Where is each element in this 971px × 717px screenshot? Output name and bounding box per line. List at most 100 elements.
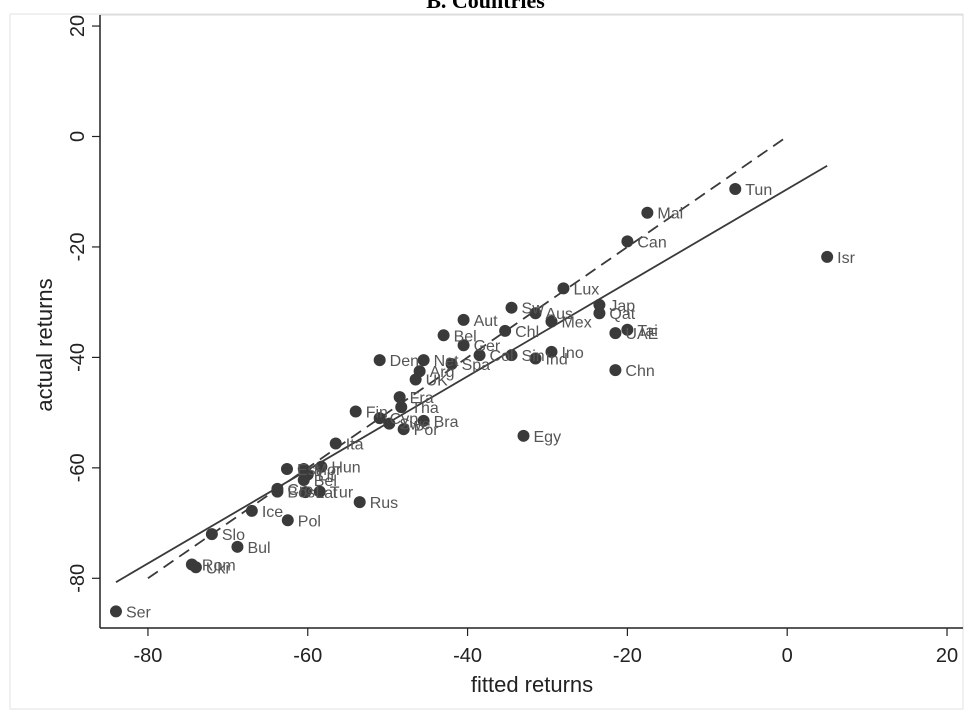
point-label: Mex — [561, 315, 591, 332]
point-label: Bel — [454, 328, 477, 345]
point-label: Ukr — [206, 560, 232, 577]
data-point — [529, 352, 542, 365]
data-point — [271, 482, 284, 495]
data-point — [609, 327, 622, 340]
data-point — [409, 373, 422, 386]
data-point — [445, 358, 458, 371]
data-point — [297, 473, 310, 486]
data-point — [373, 354, 386, 367]
point-label: Sin — [522, 348, 545, 365]
data-point — [499, 324, 512, 337]
point-label: Den — [390, 353, 419, 370]
point-label: Ger — [474, 338, 501, 355]
point-label: Rom — [202, 557, 236, 574]
data-point — [437, 329, 450, 342]
data-point — [621, 323, 634, 336]
point-label: Net — [434, 353, 459, 370]
point-label: Sw — [522, 301, 545, 318]
data-point — [373, 412, 386, 425]
data-point — [329, 437, 342, 450]
point-label: UAE — [625, 326, 658, 343]
data-point — [729, 182, 742, 195]
data-point — [189, 561, 202, 574]
point-label: Fra — [410, 390, 434, 407]
y-tick-label: 0 — [67, 131, 89, 142]
point-label: Mor — [314, 462, 342, 479]
data-point — [593, 307, 606, 320]
data-point — [457, 313, 470, 326]
fit-lines — [115, 135, 828, 583]
data-point — [395, 401, 408, 414]
point-label: Col — [490, 348, 514, 365]
data-point — [205, 528, 218, 541]
y-tick-label: 20 — [67, 15, 89, 37]
data-point — [529, 307, 542, 320]
data-point — [821, 250, 834, 263]
y-tick-label: -60 — [67, 453, 89, 482]
data-point — [593, 298, 606, 311]
data-point — [545, 315, 558, 328]
point-label: Tun — [745, 182, 772, 199]
point-label: Tai — [637, 323, 657, 340]
data-point — [315, 460, 328, 473]
point-label: Isr — [837, 250, 855, 267]
dashed-line — [147, 135, 788, 580]
data-point — [517, 429, 530, 442]
data-point — [473, 349, 486, 362]
point-label: Jap — [609, 298, 635, 315]
x-tick-label: -80 — [133, 645, 162, 667]
point-label: Cyp — [390, 411, 419, 428]
data-point — [109, 605, 122, 618]
data-point — [417, 414, 430, 427]
data-point — [505, 349, 518, 362]
data-point — [505, 301, 518, 314]
point-label: Est — [297, 462, 321, 479]
x-tick-label: -60 — [293, 645, 322, 667]
data-point — [641, 206, 654, 219]
point-label: Ino — [561, 345, 583, 362]
point-label: Tha — [411, 400, 439, 417]
x-tick-label: -20 — [613, 645, 642, 667]
plot-area — [99, 14, 964, 629]
point-label: Ser — [126, 604, 152, 621]
data-point — [557, 282, 570, 295]
data-point — [281, 514, 294, 527]
point-label: Cro — [287, 482, 313, 499]
x-axis-title: fitted returns — [471, 672, 593, 697]
point-label: Qat — [609, 306, 635, 323]
data-point — [245, 504, 258, 517]
data-point — [231, 540, 244, 553]
data-point — [313, 485, 326, 498]
point-label: Hun — [331, 460, 360, 477]
y-axis-ticks: -80 -60 -40 -20 0 20 — [67, 15, 100, 593]
point-label: Fin — [366, 405, 388, 422]
data-point — [545, 345, 558, 358]
point-label: Swe — [399, 417, 430, 434]
point-label: Lit — [318, 467, 335, 484]
x-axis-ticks: -80 -60 -40 -20 0 20 — [133, 628, 958, 667]
data-point — [280, 462, 293, 475]
point-label: Mal — [657, 206, 683, 223]
point-label: Slo — [222, 527, 245, 544]
y-tick-label: -20 — [67, 232, 89, 261]
data-point — [417, 354, 430, 367]
point-label: Bos — [287, 485, 315, 502]
point-label: Arg — [430, 364, 455, 381]
point-label: Bra — [434, 414, 459, 431]
data-points — [109, 182, 834, 618]
x-tick-label: 0 — [782, 645, 793, 667]
point-label: Bel — [314, 473, 337, 490]
x-tick-label: -40 — [453, 645, 482, 667]
point-label: Ita — [346, 437, 364, 454]
x-tick-label: 20 — [936, 645, 958, 667]
data-point — [397, 423, 410, 436]
data-point — [457, 339, 470, 352]
point-label: UK — [426, 372, 449, 389]
data-point — [393, 391, 406, 404]
solid-fit-line — [115, 164, 828, 583]
point-label: Lat — [315, 485, 338, 502]
point-label: Tur — [330, 485, 354, 502]
point-label: Rus — [370, 495, 398, 512]
